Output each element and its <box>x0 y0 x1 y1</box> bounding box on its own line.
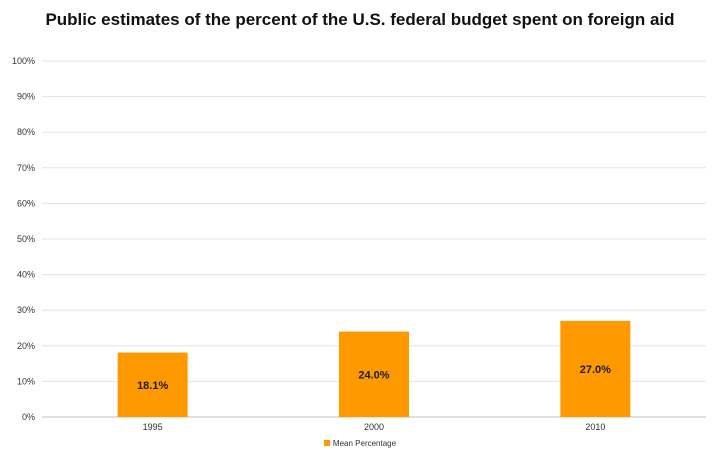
y-tick-label: 40% <box>17 270 35 280</box>
bar-2000 <box>339 331 409 417</box>
bars: 18.1% 24.0% 27.0% <box>117 320 631 417</box>
legend-swatch <box>323 439 330 446</box>
x-tick-label: 2000 <box>364 422 384 432</box>
y-tick-label: 70% <box>17 163 35 173</box>
legend-label: Mean Percentage <box>332 439 397 448</box>
bar-1995 <box>117 352 188 417</box>
data-label-1995: 18.1% <box>137 380 168 392</box>
y-tick-label: 0% <box>22 412 35 422</box>
legend: Mean Percentage <box>0 439 720 448</box>
data-label-2000: 24.0% <box>358 369 389 381</box>
x-tick-label: 2010 <box>585 422 605 432</box>
y-tick-label: 50% <box>17 234 35 244</box>
y-axis-ticks: 0% 10% 20% 30% 40% 50% 60% 70% 80% 90% 100% <box>12 56 35 422</box>
chart-title: Public estimates of the percent of the U… <box>45 10 675 29</box>
y-tick-label: 100% <box>12 56 35 66</box>
y-tick-label: 80% <box>17 127 35 137</box>
y-tick-label: 60% <box>17 198 35 208</box>
x-axis-ticks: 1995 2000 2010 <box>143 422 606 432</box>
y-tick-label: 30% <box>17 305 35 315</box>
data-label-2010: 27.0% <box>580 364 611 376</box>
y-tick-label: 90% <box>17 92 35 102</box>
y-tick-label: 20% <box>17 341 35 351</box>
bar-2010 <box>560 320 631 417</box>
y-tick-label: 10% <box>17 376 35 386</box>
x-tick-label: 1995 <box>143 422 163 432</box>
